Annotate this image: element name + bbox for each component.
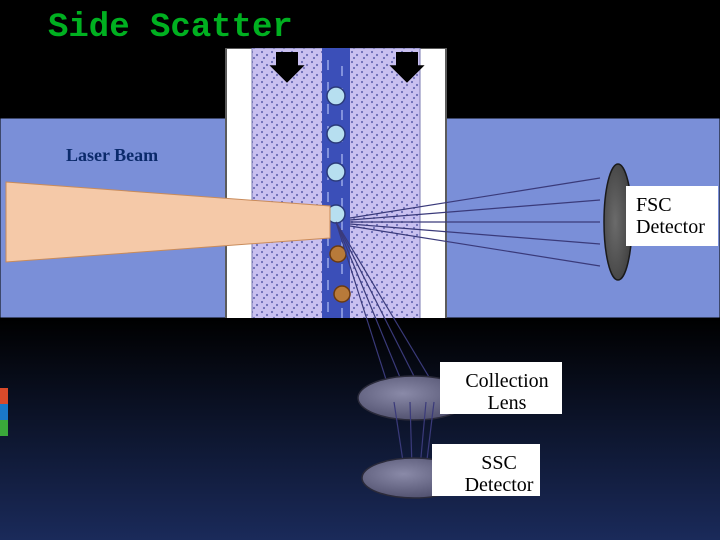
fsc-detector-label: FSC Detector [636,194,705,238]
title: Side Scatter [48,10,293,47]
bottom-gradient [0,318,720,540]
laser-beam-label: Laser Beam [66,146,158,166]
cell-4 [330,246,346,262]
cell-1 [327,125,345,143]
accent-bar-0 [0,388,8,404]
flow-cell [226,48,446,332]
slide-stage: Side Scatter Laser Beam FSC Detector Collec… [0,0,720,540]
cell-5 [334,286,350,302]
cell-0 [327,87,345,105]
collection-lens-label: Collection Lens [452,370,562,414]
accent-bar-2 [0,420,8,436]
ssc-detector-label: SSC Detector [444,452,554,496]
diagram-svg [0,0,720,540]
accent-bar-1 [0,404,8,420]
cell-2 [327,163,345,181]
